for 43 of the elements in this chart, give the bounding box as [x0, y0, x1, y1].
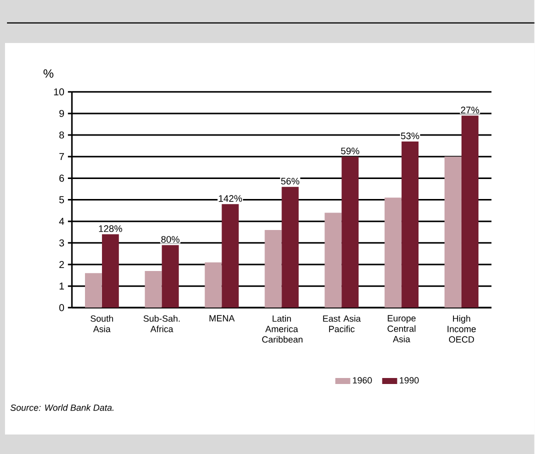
annotation: 53%: [400, 132, 420, 139]
legend-label: 1990: [400, 376, 419, 384]
bar: [384, 197, 402, 308]
y-tick-label: 3: [59, 239, 64, 246]
x-tick-label: South Asia: [90, 314, 114, 332]
x-tick-label: Sub-Sah. Africa: [144, 314, 180, 332]
y-tick-label: 2: [59, 260, 64, 268]
y-tick-label: 6: [59, 174, 64, 182]
bar: [324, 212, 342, 308]
bar: [204, 262, 222, 308]
bar: [282, 186, 299, 308]
y-tick-label: 5: [59, 196, 64, 203]
y-tick-label: 10: [54, 88, 64, 96]
bar: [444, 156, 462, 308]
y-tick-label: 4: [59, 218, 64, 225]
y-tick-label: 7: [59, 152, 64, 160]
y-axis-title: %: [44, 69, 54, 78]
x-tick-label: MENA: [210, 314, 235, 322]
bar: [342, 156, 359, 308]
bar: [222, 204, 239, 308]
x-tick-label: Latin America Caribbean: [262, 314, 302, 342]
annotation: 128%: [99, 225, 122, 232]
y-tick-label: 1: [60, 282, 64, 290]
bar: [144, 270, 162, 308]
x-tick-label: East Asia Pacific: [323, 314, 361, 332]
annotation: 56%: [281, 178, 300, 184]
bar: [402, 141, 419, 308]
x-tick-label: High Income OECD: [448, 314, 476, 342]
bar: [264, 230, 282, 308]
annotation: 59%: [341, 147, 360, 154]
bar: [102, 234, 119, 308]
bar: [84, 272, 102, 308]
x-tick-label: Europe Central Asia: [388, 314, 416, 342]
annotation: 27%: [460, 106, 480, 114]
source-note: Source: World Bank Data.: [10, 404, 114, 411]
annotation: 80%: [161, 236, 180, 243]
bar: [162, 244, 179, 308]
y-tick-label: 8: [59, 131, 64, 138]
annotation: 142%: [218, 194, 242, 202]
bar: [461, 115, 478, 308]
y-tick-label: 0: [59, 304, 64, 311]
legend-label: 1960: [352, 376, 372, 384]
y-tick-label: 9: [59, 110, 64, 117]
